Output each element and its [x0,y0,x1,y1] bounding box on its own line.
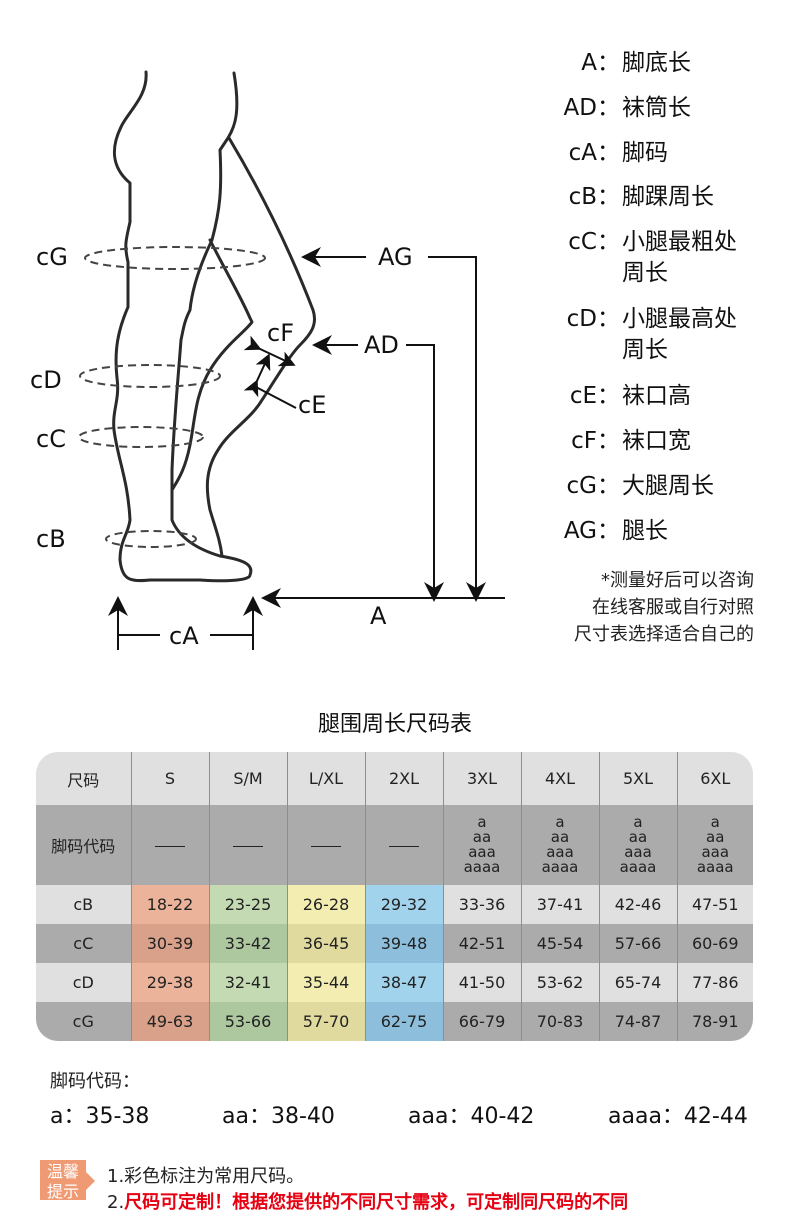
cell: 57-70 [286,1002,365,1041]
legend-item-A: A： 脚底长 [581,50,691,76]
label-AD: AD [364,331,399,359]
cell: 29-32 [364,885,443,924]
header-cell: 3XL [442,752,521,805]
tip-line-2: 2.尺码可定制！根据您提供的不同尺寸需求，可定制同尺码的不同 [107,1192,629,1213]
row-label: cG [36,1002,131,1041]
cell: 78-91 [676,1002,753,1041]
tips-badge: 温馨 提示 [40,1160,95,1201]
shoe-code-cell: a aa aaa aaaa [442,805,521,885]
legend-item-cG: cG： 大腿周长 [566,473,714,499]
cell: 42-46 [598,885,677,924]
cell: 18-22 [130,885,209,924]
label-cB: cB [36,525,66,553]
shoe-code-cell: a aa aaa aaaa [598,805,677,885]
shoe-code-a: a：35-38 [50,1104,150,1129]
header-cell: 4XL [520,752,599,805]
header-cell: 6XL [676,752,753,805]
table-row-cB: cB 18-22 23-25 26-28 29-32 33-36 37-41 4… [36,885,753,924]
header-row: 尺码 S S/M L/XL 2XL 3XL 4XL 5XL 6XL [36,752,753,805]
cell: 33-42 [208,924,287,963]
cell: 41-50 [442,963,521,1002]
header-cell: L/XL [286,752,365,805]
cell: 35-44 [286,963,365,1002]
leg-measurement-diagram: cG cD cC cB cF cE AG AD A cA [0,0,540,670]
size-table-title: 腿围周长尺码表 [317,712,472,737]
row-label: cC [36,924,131,963]
label-AG: AG [378,243,413,271]
size-chart-table: 尺码 S S/M L/XL 2XL 3XL 4XL 5XL 6XL 脚码代码 a… [36,752,753,1041]
legend-item-cB: cB： 脚踝周长 [568,184,714,210]
header-cell: 2XL [364,752,443,805]
header-cell: S/M [208,752,287,805]
cell: 37-41 [520,885,599,924]
cell: 30-39 [130,924,209,963]
table-row-cG: cG 49-63 53-66 57-70 62-75 66-79 70-83 7… [36,1002,753,1041]
shoe-code-aaaa: aaaa：42-44 [608,1104,748,1129]
cell: 26-28 [286,885,365,924]
table-row-cC: cC 30-39 33-42 36-45 39-48 42-51 45-54 5… [36,924,753,963]
cell: 74-87 [598,1002,677,1041]
cell: 33-36 [442,885,521,924]
header-cell: 5XL [598,752,677,805]
legend-item-cF: cF： 袜口宽 [571,428,691,454]
shoe-code-cell: a aa aaa aaaa [676,805,753,885]
measurement-note: *测量好后可以咨询 在线客服或自行对照 尺寸表选择适合自己的 [574,570,754,645]
cell: 62-75 [364,1002,443,1041]
cell: 39-48 [364,924,443,963]
cell: 29-38 [130,963,209,1002]
cell: 47-51 [676,885,753,924]
cell: 49-63 [130,1002,209,1041]
label-cE: cE [298,391,327,419]
cell: 23-25 [208,885,287,924]
tip-line-1: 1.彩色标注为常用尺码。 [107,1166,305,1187]
legend-item-AD: AD： 袜筒长 [563,95,691,121]
cell: 36-45 [286,924,365,963]
cell: 65-74 [598,963,677,1002]
cell: 77-86 [676,963,753,1002]
cell: 66-79 [442,1002,521,1041]
shoe-code-row: 脚码代码 a aa aaa aaaa a aa aaa aaaa a aa aa… [36,805,753,885]
empty-dash [286,805,365,885]
empty-dash [364,805,443,885]
legend-item-cD: cD： 小腿最高处 周长 [566,306,737,363]
label-cC: cC [36,425,66,453]
cell: 53-62 [520,963,599,1002]
label-A: A [370,602,387,630]
tip-line-2-highlight: 尺码可定制！根据您提供的不同尺寸需求，可定制同尺码的不同 [124,1192,629,1213]
label-cF: cF [267,319,294,347]
cell: 53-66 [208,1002,287,1041]
cell: 60-69 [676,924,753,963]
empty-dash [208,805,287,885]
row-label: cD [36,963,131,1002]
legend-item-AG: AG： 腿长 [563,518,668,544]
label-cD: cD [30,366,62,394]
cell: 32-41 [208,963,287,1002]
shoe-code-title: 脚码代码： [50,1071,140,1092]
cell: 45-54 [520,924,599,963]
cell: 70-83 [520,1002,599,1041]
label-cA: cA [169,622,199,650]
shoe-code-aaa: aaa：40-42 [408,1104,535,1129]
legend-item-cC: cC： 小腿最粗处 周长 [568,229,737,286]
header-cell: S [130,752,209,805]
legend-item-cE: cE： 袜口高 [569,383,691,409]
cell: 38-47 [364,963,443,1002]
table-row-cD: cD 29-38 32-41 35-44 38-47 41-50 53-62 6… [36,963,753,1002]
shoe-code-cell: a aa aaa aaaa [520,805,599,885]
legend-item-cA: cA： 脚码 [568,140,668,166]
header-cell: 尺码 [36,752,131,805]
cell: 42-51 [442,924,521,963]
shoe-code-aa: aa：38-40 [222,1104,335,1129]
empty-dash [130,805,209,885]
cell: 57-66 [598,924,677,963]
leg-outline-illustration [78,70,505,650]
row-label: cB [36,885,131,924]
row-label: 脚码代码 [36,805,131,885]
label-cG: cG [36,243,68,271]
